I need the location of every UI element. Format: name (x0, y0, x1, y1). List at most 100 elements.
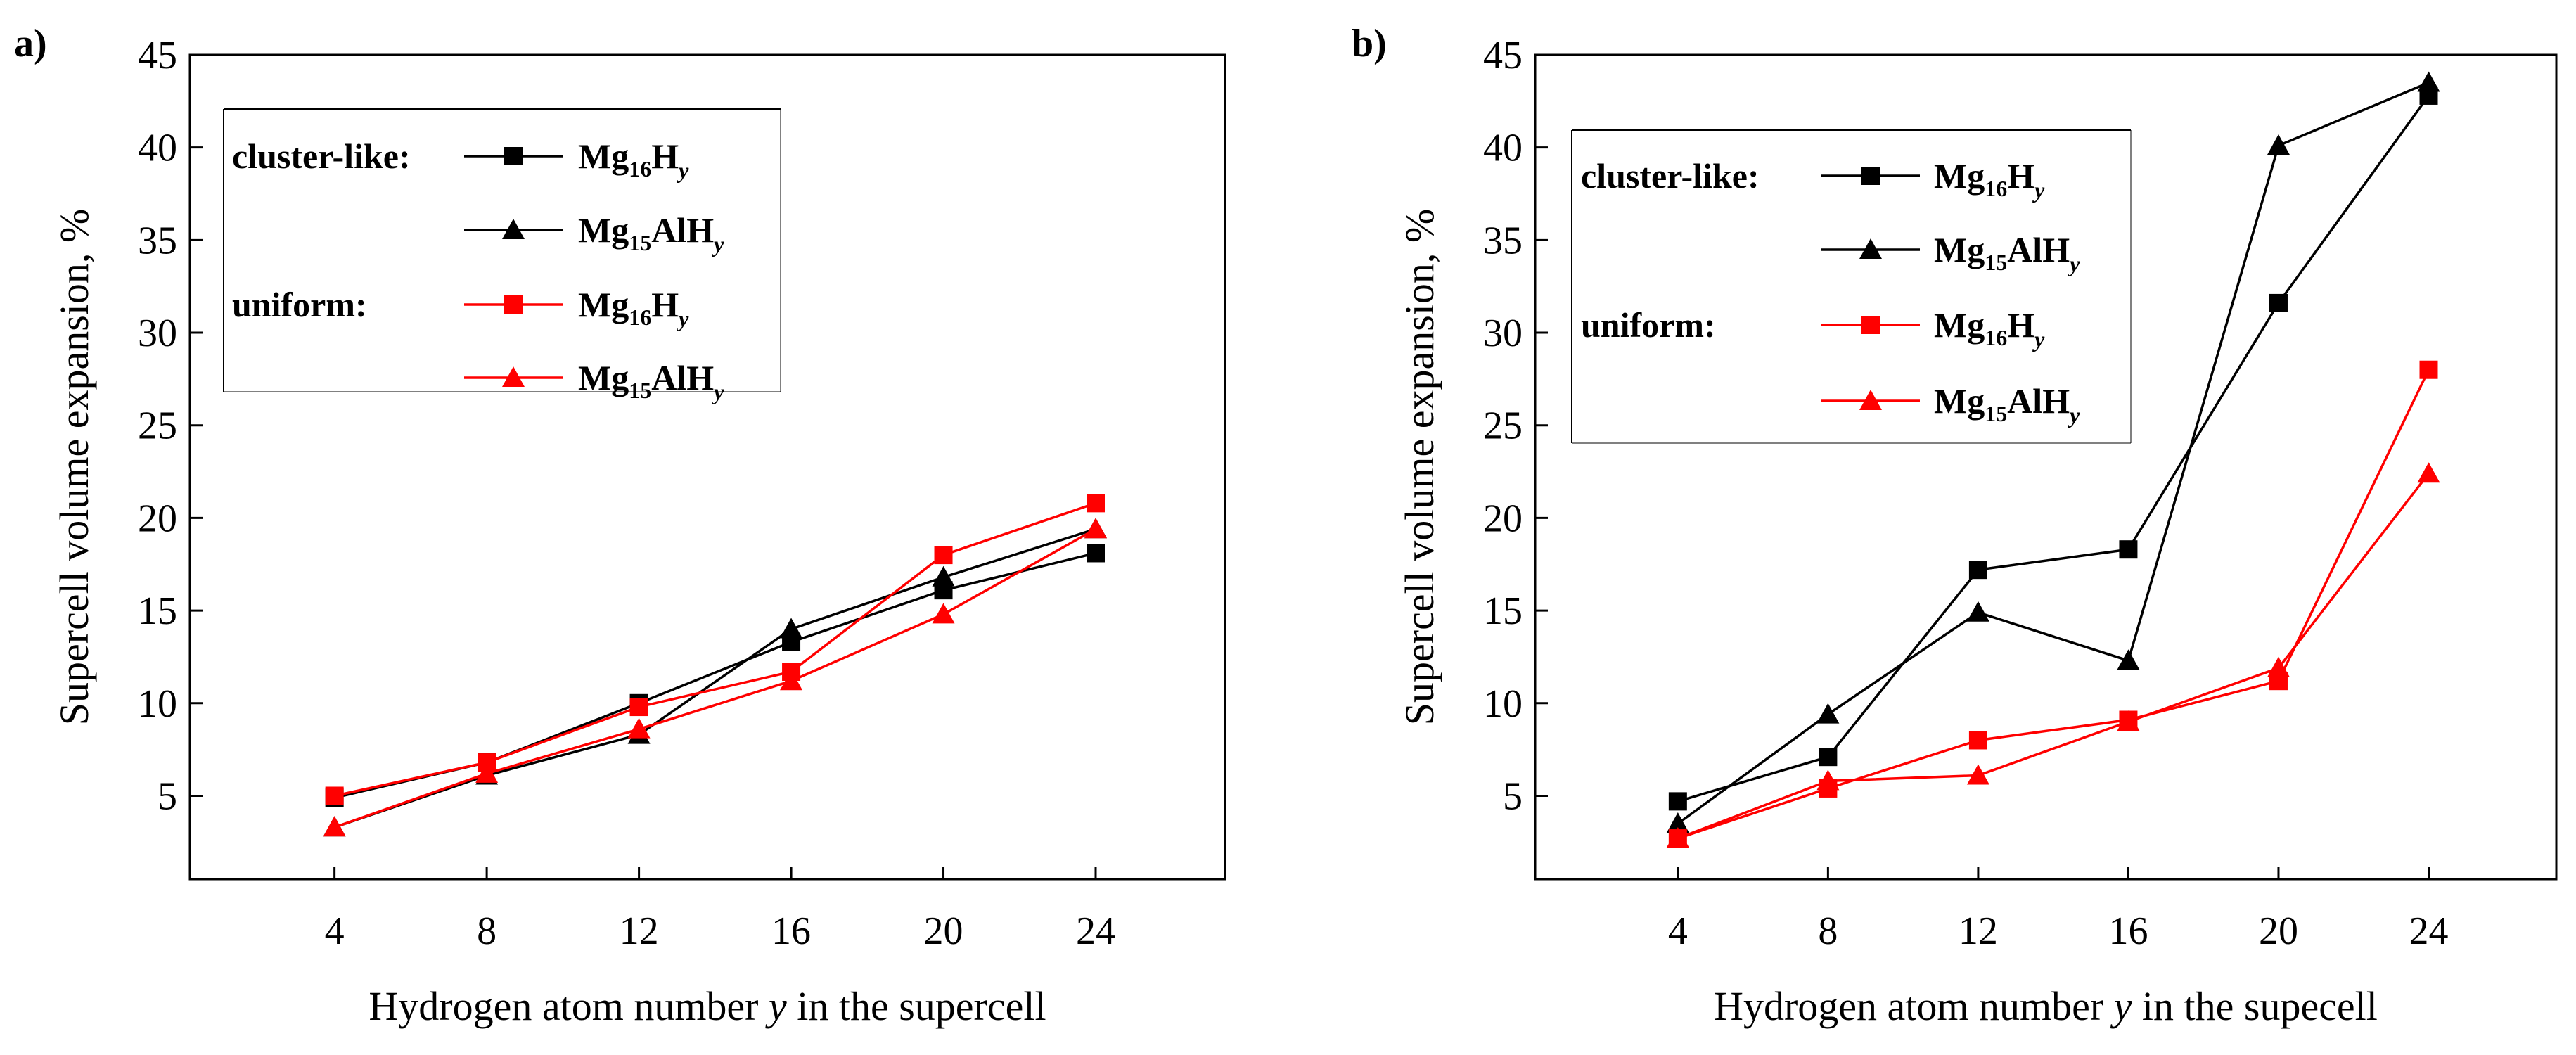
legend-label-var: y (711, 379, 724, 404)
x-tick-label: 16 (771, 909, 811, 953)
legend-marker (1861, 167, 1880, 185)
data-point (2417, 71, 2440, 92)
y-tick-label: 20 (138, 497, 177, 540)
panel-label: a) (14, 22, 47, 65)
legend-label-var: y (2032, 177, 2045, 203)
data-point (1666, 827, 1689, 848)
legend-label: Mg16Hy (578, 285, 689, 331)
legend-label-base: Mg (1934, 230, 1985, 269)
legend: cluster-like:uniform:Mg16HyMg15AlHyMg16H… (1571, 129, 2132, 444)
legend-item: Mg16Hy (464, 285, 689, 331)
legend-label-mid: AlH (651, 210, 714, 250)
legend-marker (504, 147, 523, 165)
legend-item: Mg15AlHy (1821, 381, 2080, 428)
x-axis-title-pre: Hydrogen atom number (1714, 983, 2114, 1029)
series-line (334, 528, 1096, 829)
legend-label-subscript: 16 (1985, 176, 2007, 201)
data-point (1816, 703, 1840, 724)
legend-label-base: Mg (1934, 305, 1985, 345)
data-point (2119, 540, 2138, 559)
series-cluster-like-Mg16Hy (325, 544, 1105, 807)
y-tick-label: 5 (1503, 774, 1523, 818)
series-uniform-Mg15AlHy (1666, 462, 2440, 848)
legend-heading-cluster: cluster-like: (232, 136, 411, 176)
legend-marker (504, 295, 523, 314)
series-line (1677, 473, 2430, 840)
legend-label-var: y (2067, 402, 2080, 428)
x-tick-label: 12 (620, 909, 659, 953)
legend-heading-uniform: uniform: (232, 285, 367, 324)
legend-label-base: Mg (578, 358, 629, 397)
legend-label-subscript: 15 (629, 378, 651, 403)
legend-marker (1859, 390, 1882, 410)
y-axis-title: Supercell volume expansion, % (51, 209, 97, 726)
data-point (1666, 812, 1689, 833)
data-point (1966, 764, 1989, 785)
legend-label-subscript: 15 (1985, 250, 2007, 275)
y-tick-label: 10 (138, 682, 177, 726)
data-point (2117, 649, 2140, 670)
series-line (1677, 81, 2430, 825)
legend-label-base: Mg (578, 136, 629, 176)
legend-marker (502, 219, 525, 239)
data-point (2117, 710, 2140, 731)
data-point (1084, 518, 1107, 539)
data-point (629, 698, 648, 717)
data-point (1087, 494, 1105, 513)
y-axis-title: Supercell volume expansion, % (1397, 209, 1442, 726)
data-point (627, 717, 651, 738)
y-tick-label: 5 (158, 774, 177, 818)
legend-marker (502, 366, 525, 387)
legend-label-var: y (676, 306, 689, 331)
x-axis-title-post: in the supecell (2132, 983, 2378, 1029)
legend-label: Mg16Hy (1934, 156, 2045, 203)
chart-panel-a: a) 5 10 15 20 25 30 35 40 45 4 8 12 16 20 24 Hydrogen at… (14, 22, 1226, 1029)
x-tick-label: 16 (2108, 909, 2148, 953)
legend-label-mid: H (2007, 305, 2034, 345)
data-point (325, 786, 344, 805)
legend-label-mid: AlH (651, 358, 714, 397)
x-axis-title: Hydrogen atom number y in the supecell (1714, 983, 2378, 1029)
legend-label-mid: H (2007, 156, 2034, 196)
y-tick-label: 15 (138, 589, 177, 633)
y-tick-label: 35 (138, 219, 177, 262)
chart-panel-b: b) 5 10 15 20 25 30 35 40 45 4 8 12 16 20 24 Hydrogen at… (1352, 22, 2558, 1029)
legend: cluster-like:uniform:Mg16HyMg15AlHyMg16H… (223, 108, 781, 404)
legend-label: Mg15AlHy (1934, 381, 2080, 428)
data-point (1966, 601, 1989, 622)
series-line (1677, 94, 2430, 803)
legend-item: Mg15AlHy (464, 358, 724, 404)
y-tick-label: 10 (1483, 682, 1523, 726)
x-tick-label: 20 (2259, 909, 2298, 953)
legend-item: Mg15AlHy (1821, 230, 2080, 276)
legend-label-mid: AlH (2007, 381, 2070, 421)
data-point (1968, 561, 1987, 580)
y-tick-label: 45 (138, 34, 177, 77)
legend-label-subscript: 16 (629, 156, 651, 181)
data-point (2419, 360, 2438, 379)
x-axis-title: Hydrogen atom number y in the supercell (369, 983, 1046, 1029)
x-tick-label: 8 (477, 909, 496, 953)
legend-heading-uniform: uniform: (1581, 305, 1716, 345)
y-tick-label: 35 (1483, 219, 1523, 262)
data-point (932, 603, 955, 624)
data-point (1819, 748, 1838, 767)
data-point (1668, 792, 1687, 811)
series-cluster-like-Mg16Hy (1668, 86, 2438, 811)
y-tick-label: 30 (1483, 312, 1523, 355)
legend-item: Mg15AlHy (464, 210, 724, 257)
series-line (334, 528, 1096, 829)
series-cluster-like-Mg15AlHy (1666, 71, 2440, 833)
x-axis-title-pre: Hydrogen atom number (369, 983, 769, 1029)
data-point (323, 816, 346, 837)
y-tick-label: 45 (1483, 34, 1523, 77)
legend-marker (1861, 316, 1880, 334)
legend-label-var: y (676, 158, 689, 183)
y-tick-label: 25 (1483, 404, 1523, 448)
legend-item: Mg16Hy (1821, 305, 2045, 352)
legend-label-base: Mg (578, 210, 629, 250)
series-uniform-Mg16Hy (1668, 360, 2438, 848)
y-tick-label: 40 (138, 127, 177, 170)
data-point (2417, 462, 2440, 483)
legend-item: Mg16Hy (464, 136, 689, 183)
